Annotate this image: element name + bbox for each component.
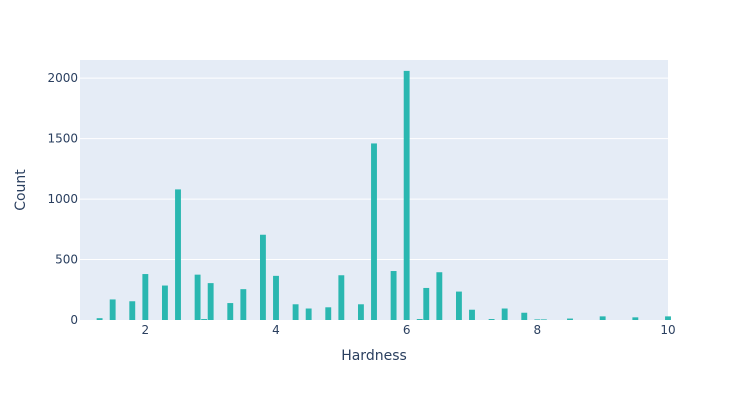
histogram-bar [305,308,312,320]
histogram-bar [325,307,332,320]
histogram-bar [194,274,201,320]
histogram-bar [109,299,116,320]
y-tick-label: 1000 [47,192,78,206]
histogram-bar [273,275,279,320]
x-tick-label: 10 [660,323,675,337]
histogram-bar [129,301,136,320]
histogram-bar [455,291,462,320]
y-axis-title: Count [13,169,29,211]
histogram-bar [240,289,247,320]
histogram-bar [665,316,671,320]
histogram-bar [142,274,149,320]
x-axis-title: Hardness [341,348,407,364]
histogram-bar [292,304,299,320]
x-tick-label: 8 [534,323,542,337]
histogram-bar [599,316,606,320]
histogram-bar [371,143,377,320]
histogram-bar [96,318,103,320]
x-tick-label: 6 [403,323,411,337]
histogram-bar [259,234,266,320]
histogram-bar [390,271,397,320]
histogram-bar [488,319,495,320]
histogram-bar [338,275,345,320]
histogram-bar [423,287,430,320]
histogram-bar [416,319,423,320]
y-axis-ticks: 0 500 1000 1500 2000 [47,71,78,327]
histogram-bar [501,308,508,320]
bars-group [96,70,671,320]
y-tick-label: 0 [70,313,78,327]
y-tick-label: 2000 [47,71,78,85]
y-tick-label: 1500 [47,132,78,146]
histogram-bar [403,70,410,320]
histogram-bar [175,189,181,320]
histogram-bar [227,303,234,320]
histogram-bar [207,283,214,320]
histogram-bar [567,318,573,320]
y-tick-label: 500 [55,253,78,267]
histogram-bar [540,319,547,320]
histogram-bar [436,272,443,320]
histogram-bar [521,312,528,320]
histogram-bar [201,319,208,320]
histogram-bar [632,317,639,320]
histogram-bar [469,309,475,320]
histogram-bar [534,319,541,320]
histogram-bar [161,285,168,320]
x-axis-ticks: 2 4 6 8 10 [142,323,676,337]
histogram-bar [357,304,364,320]
x-tick-label: 4 [272,323,280,337]
x-tick-label: 2 [142,323,150,337]
